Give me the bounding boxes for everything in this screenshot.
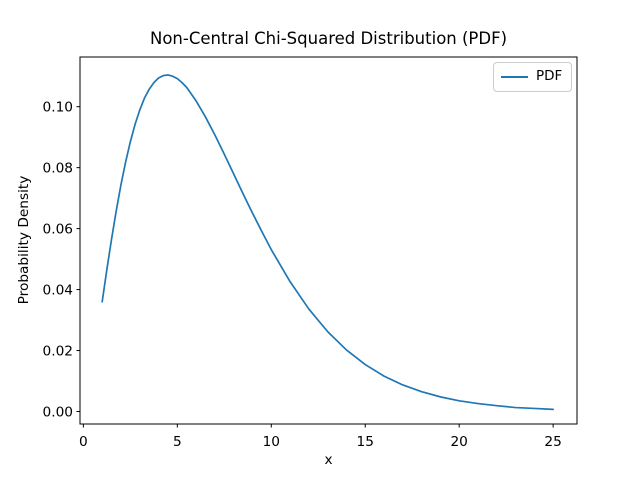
legend-entry-label: PDF bbox=[536, 68, 563, 85]
x-tick-label: 5 bbox=[173, 434, 182, 450]
x-tick-label: 20 bbox=[450, 434, 467, 450]
plot-area bbox=[80, 57, 577, 424]
y-axis-ticks: 0.00 0.02 0.04 0.06 0.08 0.10 bbox=[43, 99, 80, 420]
y-tick-label: 0.00 bbox=[43, 404, 73, 420]
legend-box: PDF bbox=[493, 62, 572, 92]
x-tick-label: 0 bbox=[79, 434, 88, 450]
y-tick-label: 0.02 bbox=[43, 343, 73, 359]
y-tick-label: 0.06 bbox=[43, 221, 73, 237]
x-axis-ticks: 0 5 10 15 20 25 bbox=[79, 424, 562, 450]
y-axis-label: Probability Density bbox=[16, 175, 32, 305]
legend-line-sample-icon bbox=[501, 76, 528, 78]
x-tick-label: 25 bbox=[544, 434, 561, 450]
x-tick-label: 10 bbox=[263, 434, 280, 450]
y-tick-label: 0.04 bbox=[43, 282, 73, 298]
x-tick-label: 15 bbox=[357, 434, 374, 450]
y-tick-label: 0.08 bbox=[43, 160, 73, 176]
pdf-line-series bbox=[101, 74, 554, 411]
chart-title: Non-Central Chi-Squared Distribution (PD… bbox=[149, 29, 508, 48]
x-axis-label: x bbox=[324, 452, 333, 468]
y-tick-label: 0.10 bbox=[43, 99, 73, 115]
axes-spines bbox=[79, 56, 578, 425]
